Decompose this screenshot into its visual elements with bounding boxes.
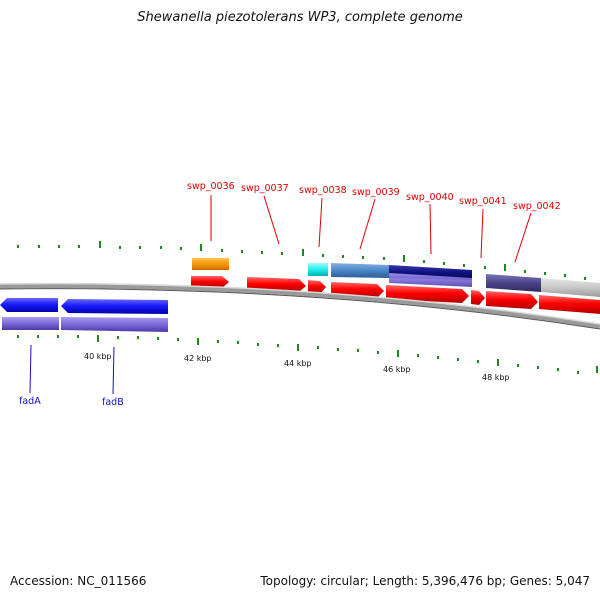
scale-label: 42 kbp xyxy=(184,354,212,363)
bottom-leader-lines xyxy=(29,344,115,395)
top-gene-labels: swp_0036 swp_0037 swp_0038 swp_0039 swp_… xyxy=(187,181,561,212)
cds-arrow-next[interactable] xyxy=(539,295,600,314)
gene-label-fadA[interactable]: fadA xyxy=(19,396,41,407)
cds-arrow-fadB[interactable] xyxy=(61,299,168,314)
cds-arrow-swp-0036[interactable] xyxy=(191,276,229,288)
lower-tick-row xyxy=(17,335,598,374)
gene-label-swp-0037[interactable]: swp_0037 xyxy=(241,183,289,194)
gene-label-fadB[interactable]: fadB xyxy=(102,397,124,408)
upper-tick-row xyxy=(17,241,586,280)
bottom-gene-labels: fadA fadB xyxy=(19,396,124,408)
cds-arrow-swp-0038[interactable] xyxy=(308,280,326,294)
cds-arrow-swp-0040[interactable] xyxy=(386,285,469,303)
cds-arrow-swp-0041[interactable] xyxy=(471,290,485,305)
cyan-feature[interactable] xyxy=(308,263,328,276)
gene-label-swp-0036[interactable]: swp_0036 xyxy=(187,181,235,192)
gene-label-swp-0042[interactable]: swp_0042 xyxy=(513,201,561,212)
genome-summary-text: Topology: circular; Length: 5,396,476 bp… xyxy=(260,574,590,588)
gene-label-swp-0039[interactable]: swp_0039 xyxy=(352,187,400,198)
orange-feature[interactable] xyxy=(192,258,229,270)
scale-labels: 40 kbp 42 kbp 44 kbp 46 kbp 48 kbp xyxy=(84,352,510,382)
steel-feature[interactable] xyxy=(331,263,389,278)
scale-label: 44 kbp xyxy=(284,359,312,368)
cds-arrow-swp-0042[interactable] xyxy=(486,291,538,309)
gray-feature[interactable] xyxy=(541,278,600,297)
scale-label: 48 kbp xyxy=(482,373,510,382)
feature-row-upper xyxy=(192,258,600,297)
gene-label-swp-0040[interactable]: swp_0040 xyxy=(406,192,454,203)
cds-arrow-swp-0037[interactable] xyxy=(247,277,306,292)
scale-label: 46 kbp xyxy=(383,365,411,374)
cds-arrow-fadA[interactable] xyxy=(0,298,58,312)
gene-label-swp-0041[interactable]: swp_0041 xyxy=(459,196,507,207)
top-leader-lines xyxy=(210,195,532,263)
genome-backbone xyxy=(0,282,600,330)
accession-text: Accession: NC_011566 xyxy=(10,574,147,588)
map-title: Shewanella piezotolerans WP3, complete g… xyxy=(137,10,463,25)
gene-label-swp-0038[interactable]: swp_0038 xyxy=(299,185,347,196)
dark-purple-feature[interactable] xyxy=(486,274,541,292)
purple-feature-fadB[interactable] xyxy=(61,317,168,332)
purple-feature-fadA[interactable] xyxy=(2,317,59,330)
cds-reverse-strand xyxy=(0,298,168,332)
purple-feature-mid[interactable] xyxy=(389,273,472,287)
scale-label: 40 kbp xyxy=(84,352,112,361)
